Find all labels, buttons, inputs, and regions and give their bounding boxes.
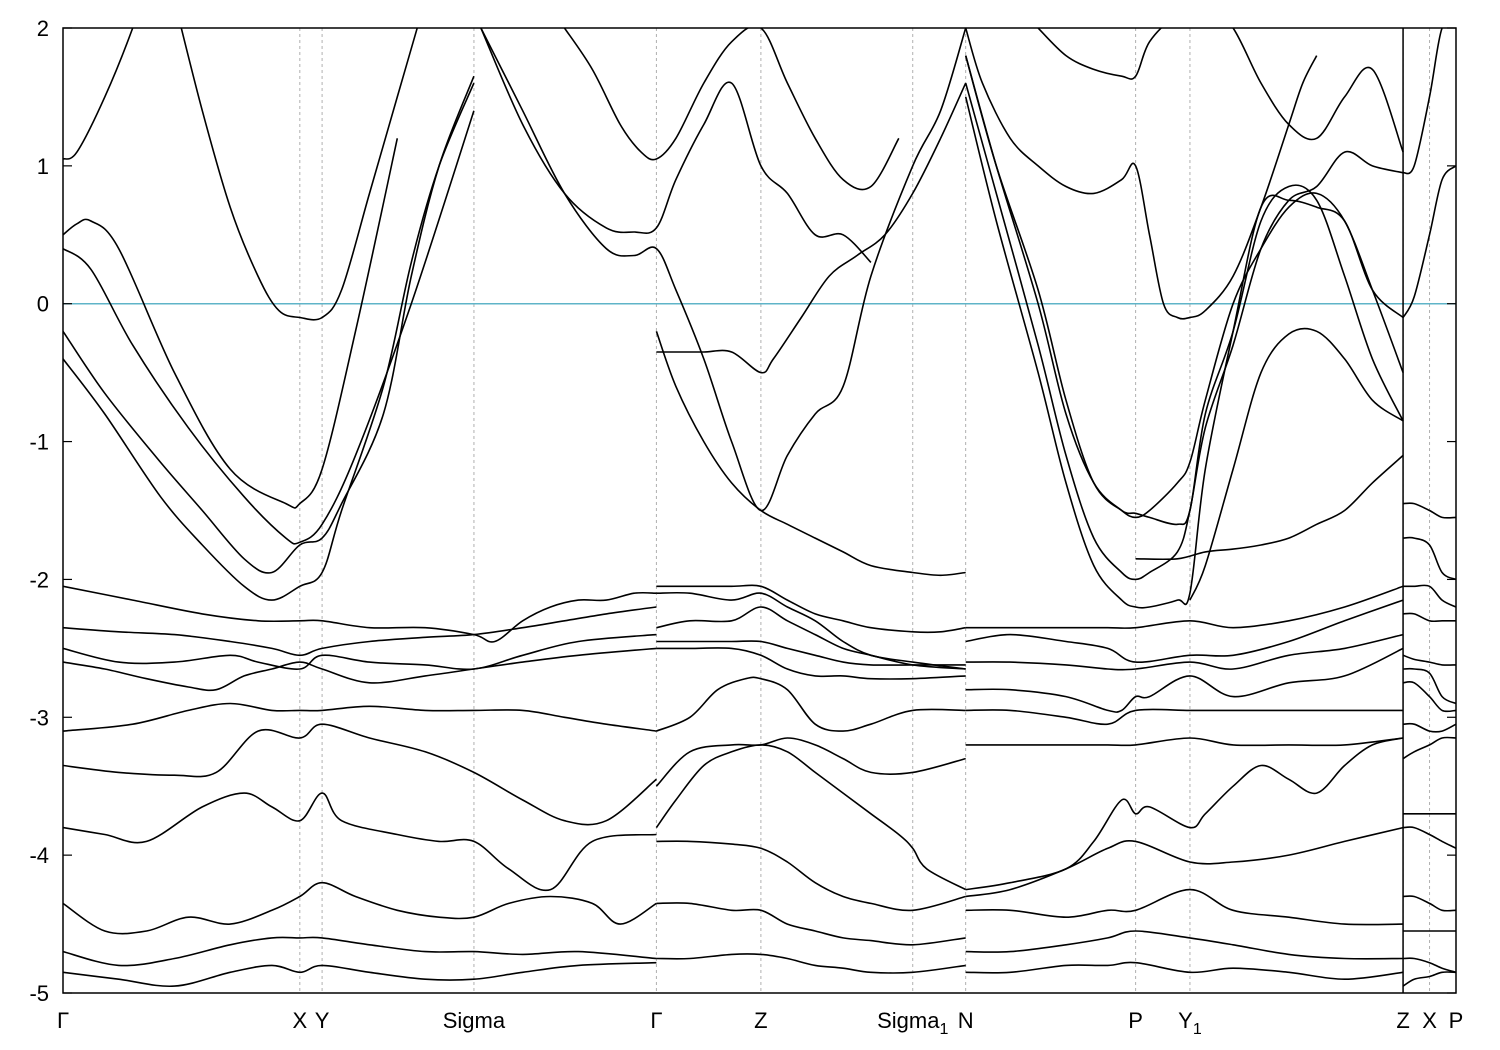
y-tick-label: 2 [37, 16, 49, 41]
y-tick-label: -3 [29, 705, 49, 730]
band-line [63, 138, 399, 509]
x-ticks: Γ X Y Sigma Γ Z Sigma1 N P Y1 Z X P [57, 1008, 1463, 1038]
band-line [180, 28, 419, 321]
band-line [964, 55, 1404, 526]
y-tick-label: 1 [37, 154, 49, 179]
band-line [1403, 826, 1456, 850]
band-line [63, 881, 657, 935]
band-line [1402, 736, 1456, 760]
band-line [1402, 654, 1456, 666]
y-tick-label: -1 [29, 430, 49, 455]
band-line [1403, 667, 1456, 705]
band-line [965, 633, 1404, 671]
band-line [1403, 680, 1456, 713]
band-line [63, 647, 657, 692]
band-line [63, 28, 134, 160]
band-line [655, 331, 966, 577]
band-line [656, 82, 967, 374]
band-line [1189, 327, 1404, 601]
frame-layer [62, 27, 1457, 994]
band-line [63, 606, 657, 657]
band-line [965, 737, 1404, 891]
band-line [480, 28, 967, 512]
band-line [965, 888, 1404, 926]
band-line [964, 82, 1404, 581]
band-line [656, 584, 966, 634]
band-line [1403, 612, 1456, 623]
band-line [964, 28, 1318, 320]
x-tick-label: X [1422, 1008, 1437, 1033]
band-line [656, 953, 966, 974]
band-line [563, 28, 900, 191]
band-line [1403, 536, 1456, 581]
y-ticks: 2 1 0 -1 -2 -3 -4 -5 [29, 16, 1456, 1006]
x-tick-label: P [1449, 1008, 1464, 1033]
band-line [965, 930, 1404, 960]
band-line [965, 585, 1404, 629]
x-tick-label: Y1 [1178, 1008, 1202, 1038]
grid-layer [299, 28, 1431, 993]
band-line [63, 585, 657, 643]
x-tick-label: P [1128, 1008, 1143, 1033]
band-line [656, 676, 966, 732]
band-line [655, 737, 966, 787]
x-tick-label: Y [315, 1008, 330, 1033]
band-line [965, 647, 1404, 713]
x-tick-label: Γ [650, 1008, 662, 1033]
x-tick-label: Z [1396, 1008, 1409, 1033]
band-line [656, 640, 966, 666]
x-tick-label: Γ [57, 1008, 69, 1033]
band-line [63, 633, 657, 671]
y-tick-label: 0 [37, 292, 49, 317]
x-tick-label: Z [754, 1008, 767, 1033]
band-line [1037, 28, 1404, 153]
band-line [656, 840, 966, 912]
plot-frame [62, 27, 1457, 994]
band-line [63, 82, 475, 601]
band-line [1402, 165, 1456, 318]
band-line [1403, 722, 1456, 733]
band-line [1402, 28, 1456, 175]
band-line [656, 647, 966, 680]
band-layer [63, 28, 1456, 988]
band-line [63, 936, 657, 967]
x-tick-label: X [292, 1008, 307, 1033]
band-line [656, 606, 966, 670]
x-tick-label: N [958, 1008, 974, 1033]
band-line [480, 28, 872, 263]
band-line [1403, 502, 1456, 519]
band-line [965, 737, 1404, 747]
band-line [965, 599, 1404, 663]
band-line [656, 591, 966, 670]
band-line [1402, 971, 1456, 987]
band-line [63, 75, 475, 574]
y-tick-label: -4 [29, 843, 49, 868]
band-line [965, 961, 1404, 980]
x-tick-label: Sigma [443, 1008, 506, 1033]
band-line [1403, 584, 1456, 608]
band-line [63, 110, 475, 545]
band-line [63, 792, 657, 892]
band-line [656, 902, 966, 946]
band-line [63, 702, 657, 732]
y-tick-label: -5 [29, 981, 49, 1006]
band-line [965, 826, 1404, 898]
band-line [1403, 957, 1456, 974]
band-line [63, 723, 657, 826]
band-line [965, 708, 1404, 726]
band-line [964, 55, 1404, 519]
band-line [964, 96, 1404, 609]
band-line [1135, 454, 1404, 561]
x-tick-label: Sigma1 [877, 1008, 948, 1038]
band-line [655, 744, 967, 891]
band-line [1403, 895, 1456, 912]
band-line [63, 961, 657, 988]
y-tick-label: -2 [29, 567, 49, 592]
